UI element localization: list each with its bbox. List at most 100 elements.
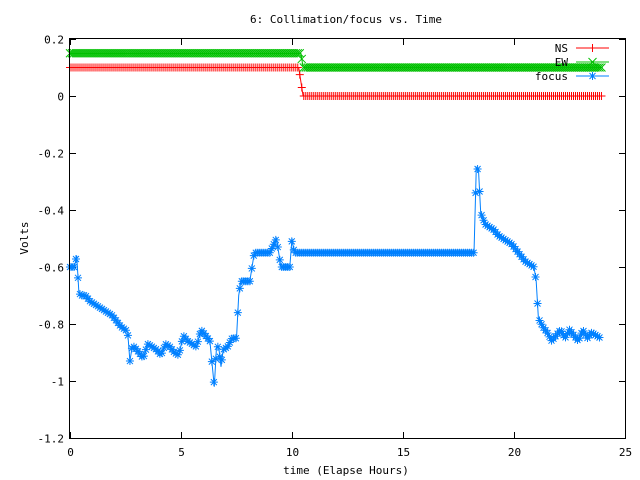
data-point	[475, 187, 484, 196]
data-point	[265, 248, 274, 257]
data-point	[497, 233, 506, 242]
legend-label-ns: NS	[555, 42, 568, 55]
data-point	[69, 263, 78, 271]
data-point	[289, 245, 298, 254]
data-point	[183, 337, 192, 346]
data-point	[581, 330, 590, 339]
legend-marker-ew	[588, 57, 597, 67]
series-ew	[65, 48, 606, 72]
data-point	[125, 357, 134, 366]
series-layer	[65, 48, 606, 387]
data-point	[191, 342, 200, 351]
data-point	[483, 221, 492, 230]
data-point	[155, 349, 164, 358]
data-point	[233, 308, 242, 317]
data-point	[215, 352, 224, 361]
data-point	[207, 357, 216, 366]
legend-marker-focus	[588, 72, 597, 80]
data-point	[103, 308, 112, 317]
data-point	[117, 323, 126, 332]
data-point	[225, 338, 234, 347]
data-point	[163, 341, 172, 350]
data-point	[147, 342, 156, 351]
data-point	[101, 307, 110, 316]
data-point	[175, 346, 184, 355]
data-point	[141, 345, 150, 354]
data-point	[249, 251, 258, 260]
data-point	[473, 164, 482, 173]
series-ns	[66, 63, 606, 100]
data-point	[469, 248, 478, 257]
data-point	[245, 277, 254, 286]
data-point	[161, 340, 170, 349]
data-point	[535, 316, 544, 325]
data-point	[79, 291, 88, 300]
data-point	[557, 327, 566, 336]
data-point	[501, 236, 510, 245]
data-point	[213, 342, 222, 351]
data-point	[123, 331, 132, 340]
data-point	[521, 257, 530, 266]
data-point	[575, 334, 584, 343]
data-point	[267, 244, 276, 253]
data-point	[195, 329, 204, 338]
x-tick-label: 0	[67, 446, 74, 459]
data-point	[139, 352, 148, 361]
data-point	[297, 54, 307, 64]
data-point	[247, 264, 256, 273]
legend-label-ew: EW	[555, 56, 569, 69]
data-point	[541, 326, 550, 335]
data-point	[231, 334, 240, 343]
data-point	[589, 329, 598, 338]
data-point	[297, 83, 306, 92]
y-tick-label: -0.4	[38, 205, 65, 218]
data-point	[235, 284, 244, 293]
data-point	[485, 223, 494, 232]
data-point	[205, 337, 214, 346]
axis-ticks: 0 5 10 15 20 25 0.2 0 -0.2 -0.4 -0.6 -0.8 -1 -1.2	[38, 34, 633, 460]
data-point	[561, 333, 570, 342]
data-point	[545, 332, 554, 341]
data-point	[525, 260, 534, 269]
data-point	[145, 341, 154, 350]
y-tick-label: -0.2	[38, 148, 65, 161]
data-point	[185, 338, 194, 347]
data-point	[287, 237, 296, 246]
data-point	[499, 234, 508, 243]
data-point	[217, 355, 226, 364]
y-tick-label: -0.8	[38, 319, 65, 332]
data-point	[503, 237, 512, 246]
data-point	[597, 63, 606, 72]
data-point	[187, 339, 196, 348]
data-point	[563, 329, 572, 338]
data-point	[95, 303, 104, 312]
data-point	[597, 92, 606, 100]
data-point	[121, 326, 130, 335]
series-focus	[66, 164, 604, 387]
data-point	[593, 332, 602, 341]
series-line-ns	[70, 67, 603, 97]
data-point	[531, 272, 540, 281]
data-point	[505, 238, 514, 247]
data-point	[481, 220, 490, 229]
data-point	[579, 326, 588, 335]
data-point	[177, 337, 186, 346]
data-point	[159, 343, 168, 352]
data-point	[223, 342, 232, 351]
plot-frame	[69, 38, 626, 439]
data-point	[87, 298, 96, 307]
data-point	[219, 345, 228, 354]
data-point	[209, 378, 218, 387]
data-point	[471, 188, 480, 197]
data-point	[477, 211, 486, 220]
data-point	[91, 301, 100, 310]
data-point	[93, 302, 102, 311]
data-point	[105, 310, 114, 319]
data-point	[275, 255, 284, 264]
data-point	[71, 255, 80, 264]
data-point	[543, 328, 552, 337]
data-point	[537, 320, 546, 329]
data-point	[89, 299, 98, 308]
data-point	[487, 224, 496, 233]
